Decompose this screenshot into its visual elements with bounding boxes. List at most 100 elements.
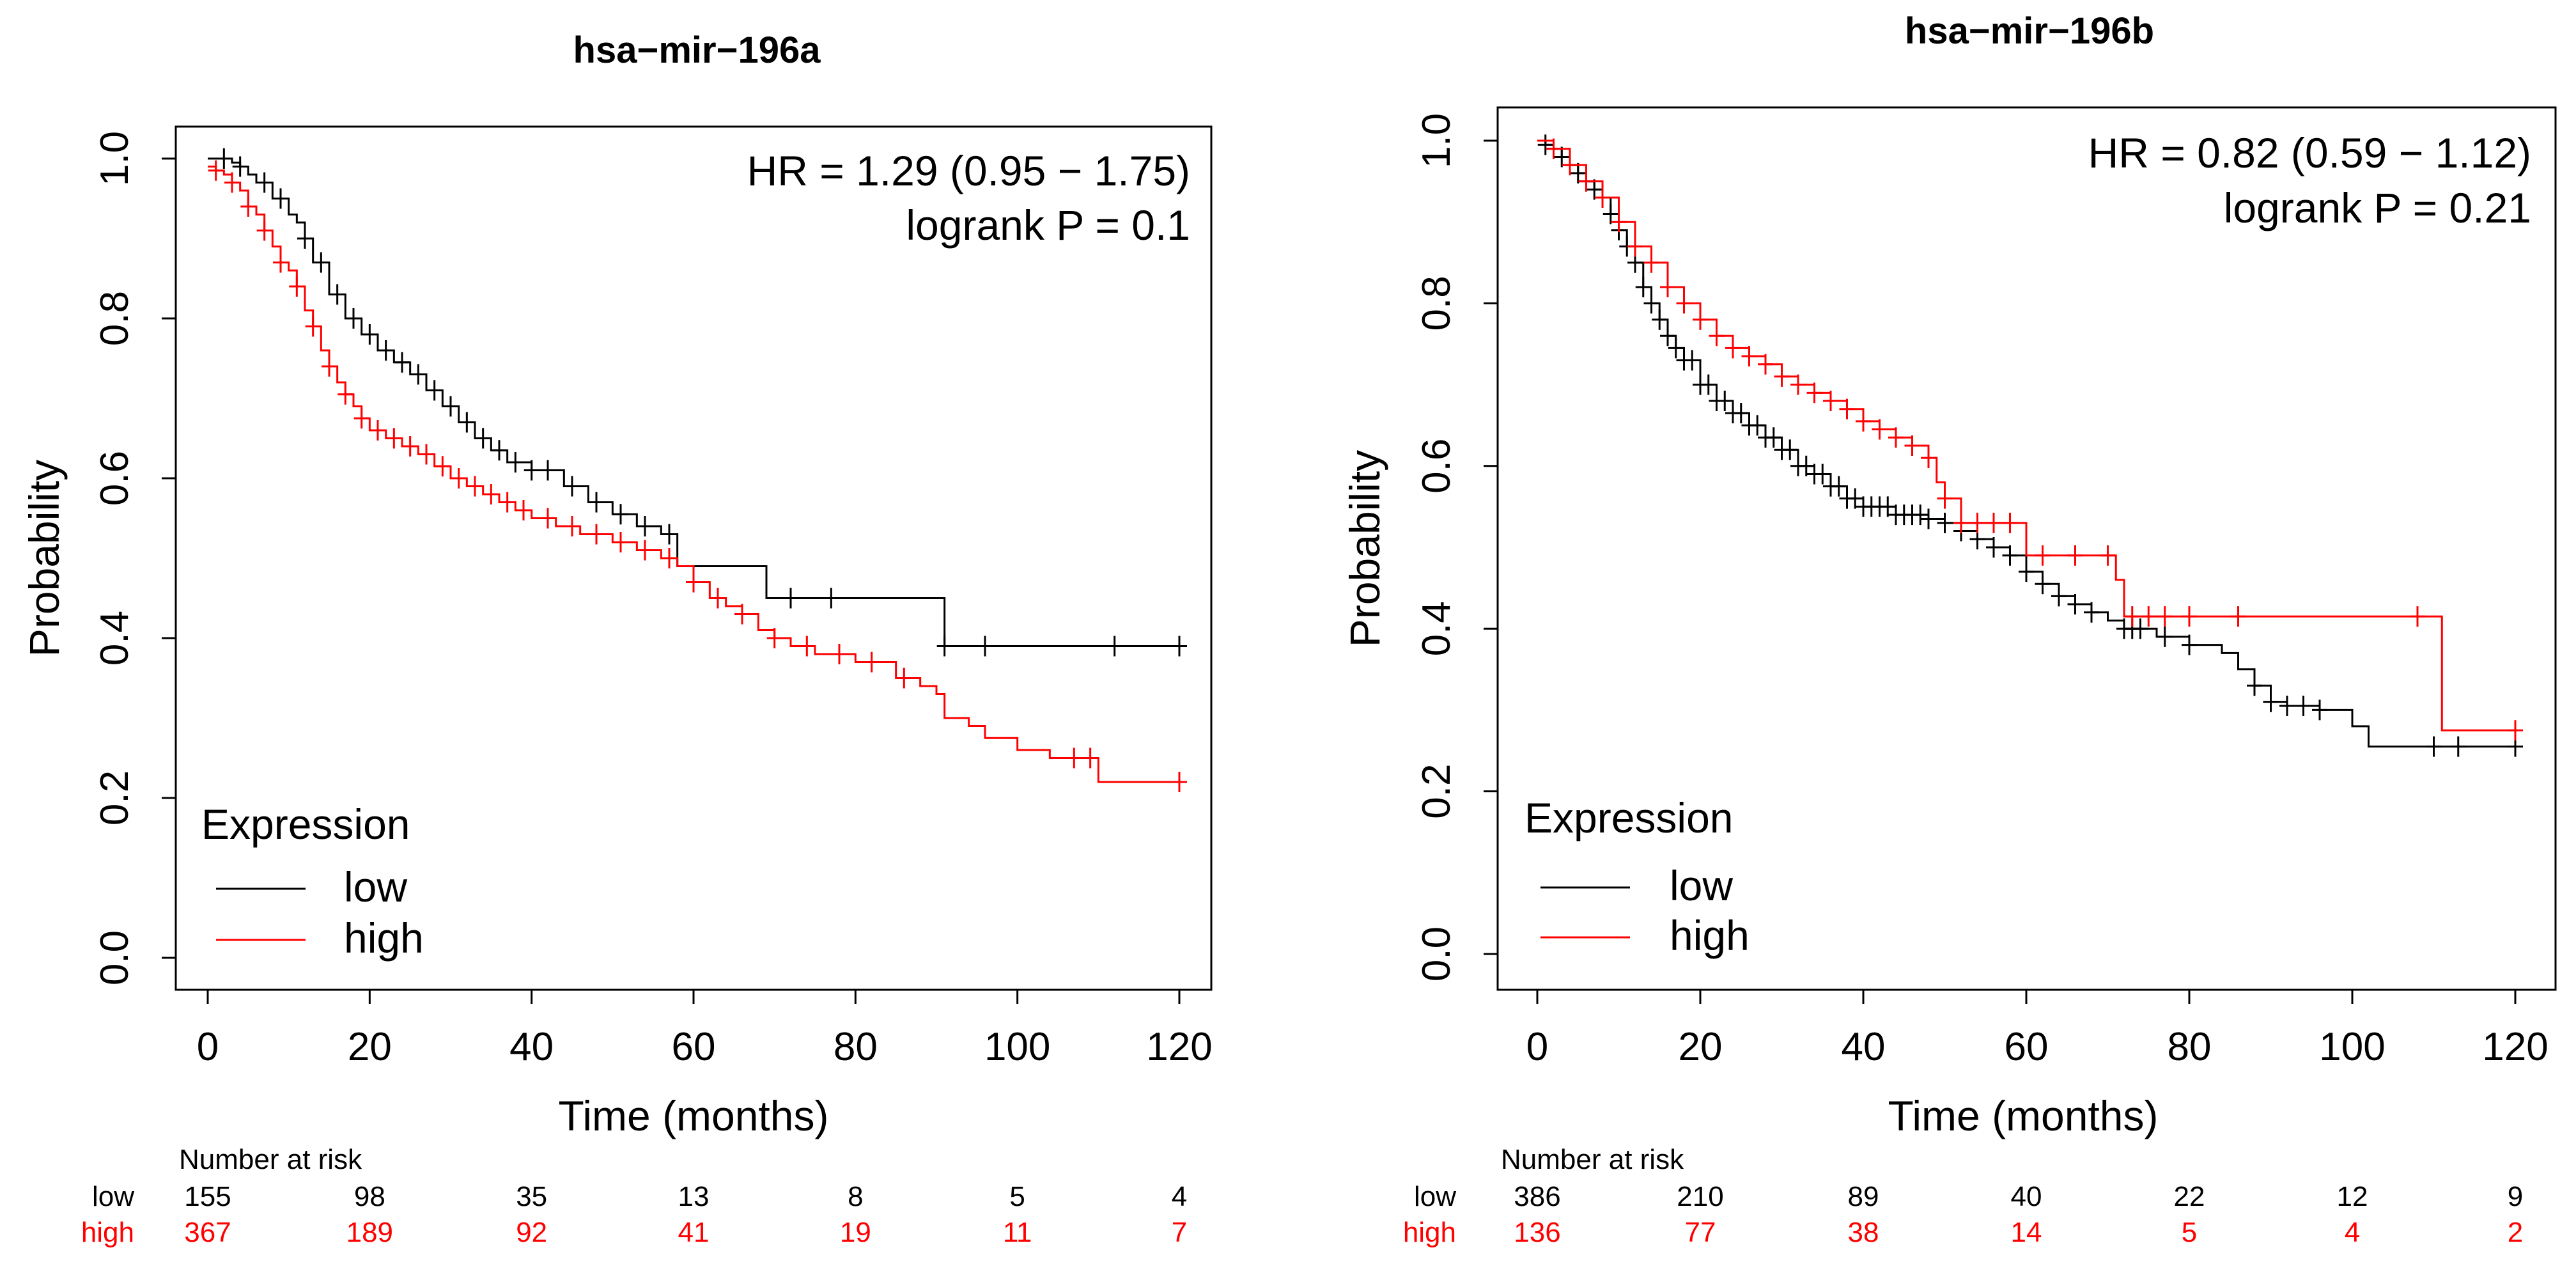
legend: Expression low high — [201, 801, 424, 962]
logrank-annotation: logrank P = 0.1 — [906, 201, 1190, 249]
censor-mark-low — [394, 352, 410, 373]
censor-mark-low — [1913, 504, 1928, 526]
censor-mark-high — [435, 456, 451, 477]
risk-cell-high: 2 — [2508, 1217, 2523, 1248]
risk-cell-low: 155 — [184, 1181, 231, 1212]
censor-mark-low — [1587, 179, 1602, 200]
censor-mark-high — [2067, 545, 2083, 566]
censor-mark-low — [1750, 415, 1765, 436]
censor-mark-low — [2157, 626, 2173, 647]
censor-mark-high — [1937, 488, 1953, 509]
censor-mark-low — [2263, 691, 2279, 712]
y-axis: 0.0 0.2 0.4 0.6 0.8 1.0 — [93, 131, 176, 985]
x-tick-label: 0 — [197, 1025, 219, 1069]
censor-mark-high — [208, 160, 224, 181]
x-tick-label: 120 — [1146, 1025, 1212, 1069]
censor-mark-high — [686, 572, 701, 593]
censor-mark-high — [1725, 338, 1741, 359]
y-tick-label: 0.0 — [93, 930, 137, 985]
censor-mark-high — [2157, 606, 2173, 627]
x-tick-label: 40 — [509, 1025, 554, 1069]
censor-mark-low — [313, 252, 329, 273]
chart-title: hsa−mir−196b — [1905, 10, 2154, 52]
censor-mark-low — [2312, 699, 2327, 721]
risk-cell-low: 12 — [2337, 1181, 2368, 1212]
censor-mark-low — [1831, 476, 1847, 497]
censor-mark-low — [589, 492, 604, 513]
censor-mark-high — [483, 484, 499, 504]
censor-mark-low — [362, 324, 378, 345]
risk-cell-low: 210 — [1677, 1181, 1723, 1212]
censor-mark-low — [524, 460, 539, 481]
risk-table-header: Number at risk — [1501, 1144, 1684, 1175]
censor-mark-high — [1595, 187, 1610, 208]
risk-cell-low: 98 — [354, 1181, 385, 1212]
censor-mark-low — [1570, 162, 1586, 184]
censor-mark-low — [1537, 134, 1553, 155]
censor-mark-high — [1806, 382, 1822, 403]
risk-cell-high: 5 — [2182, 1217, 2197, 1248]
risk-row-label-high: high — [1403, 1217, 1456, 1248]
y-axis-label: Probability — [20, 460, 68, 657]
risk-cell-low: 386 — [1514, 1181, 1560, 1212]
y-tick-label: 0.8 — [93, 291, 137, 346]
risk-cell-high: 38 — [1848, 1217, 1879, 1248]
x-tick-label: 60 — [672, 1025, 716, 1069]
risk-table: Number at risk low high 155 367 98 189 35 92 1… — [81, 1144, 1187, 1248]
x-tick-label: 0 — [1526, 1025, 1548, 1069]
censor-mark-high — [1611, 212, 1627, 233]
risk-cell-low: 22 — [2174, 1181, 2205, 1212]
survival-curves — [1537, 134, 2523, 757]
risk-cell-high: 4 — [2345, 1217, 2360, 1248]
chart-title: hsa−mir−196a — [573, 29, 821, 71]
censor-mark-low — [2450, 736, 2466, 757]
censor-mark-high — [1774, 366, 1790, 387]
censor-mark-low — [2426, 736, 2442, 757]
censor-mark-low — [1700, 374, 1716, 395]
censor-mark-low — [459, 412, 475, 433]
censor-mark-low — [410, 364, 426, 385]
censor-mark-low — [1986, 537, 2001, 558]
risk-row-label-low: low — [92, 1181, 134, 1212]
censor-mark-high — [2100, 545, 2116, 566]
censor-mark-high — [224, 172, 240, 193]
censor-mark-high — [516, 500, 531, 520]
censor-mark-low — [2182, 634, 2197, 655]
censor-mark-high — [402, 436, 418, 457]
x-tick-label: 20 — [348, 1025, 392, 1069]
censor-mark-high — [564, 516, 580, 536]
logrank-annotation: logrank P = 0.21 — [2224, 184, 2531, 231]
censor-mark-low — [232, 156, 248, 177]
censor-mark-low — [426, 380, 442, 401]
censor-mark-high — [799, 636, 815, 657]
y-axis-label: Probability — [1341, 450, 1388, 647]
censor-mark-low — [2132, 618, 2148, 639]
x-axis-label: Time (months) — [559, 1092, 829, 1139]
risk-cell-low: 9 — [2508, 1181, 2523, 1212]
censor-mark-low — [256, 172, 272, 193]
risk-table: Number at risk low high 386 136 210 77 89 38 4… — [1403, 1144, 2523, 1248]
risk-cell-low: 8 — [848, 1181, 863, 1212]
censor-mark-high — [734, 604, 750, 625]
censor-mark-low — [1782, 439, 1798, 460]
risk-cell-low: 13 — [678, 1181, 710, 1212]
censor-mark-low — [1765, 427, 1781, 448]
km-panel-196b: hsa−mir−196b 0.0 0.2 0.4 0.6 0.8 1.0 0 20 40 60 8… — [1341, 10, 2557, 1248]
censor-mark-low — [1106, 636, 1122, 657]
x-axis: 0 20 40 60 80 100 120 — [197, 990, 1213, 1069]
legend-title: Expression — [1525, 794, 1734, 841]
censor-mark-high — [2230, 606, 2246, 627]
censor-mark-low — [297, 228, 313, 249]
x-tick-label: 80 — [2168, 1025, 2212, 1069]
censor-mark-low — [1684, 350, 1700, 371]
censor-mark-high — [289, 276, 305, 297]
censor-mark-high — [1986, 512, 2001, 533]
censor-mark-high — [710, 588, 725, 609]
x-tick-label: 60 — [2005, 1025, 2049, 1069]
y-tick-label: 1.0 — [1415, 113, 1459, 168]
censor-mark-high — [338, 384, 353, 405]
censor-mark-low — [2019, 561, 2034, 582]
censor-mark-high — [1758, 354, 1773, 375]
censor-mark-high — [419, 444, 434, 465]
